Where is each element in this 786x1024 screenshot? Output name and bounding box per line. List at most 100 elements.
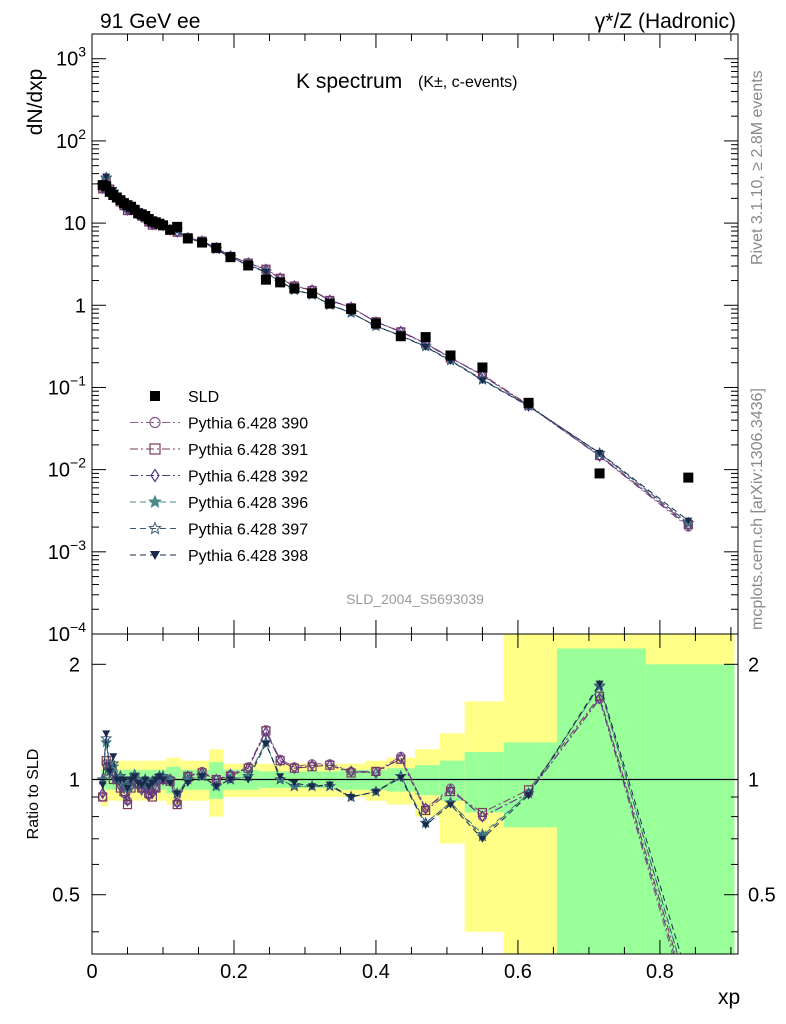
marker-diamond-open — [123, 794, 132, 807]
marker-square — [211, 242, 222, 253]
marker-triangle-down — [130, 773, 139, 781]
marker-triangle-down — [98, 781, 107, 789]
marker-triangle-down — [183, 779, 192, 787]
marker-triangle-down — [421, 343, 430, 351]
marker-square-open — [149, 443, 161, 455]
marker-square — [307, 288, 318, 299]
marker-diamond-open — [326, 759, 334, 772]
ratio-stat-band — [464, 752, 504, 813]
marker-triangle-down — [308, 783, 317, 791]
x-tick-label: 0.6 — [504, 961, 532, 983]
marker-triangle-down — [276, 773, 285, 781]
y-tick-label: 10−4 — [48, 619, 86, 646]
marker-diamond-open — [478, 810, 487, 823]
marker-triangle-down — [261, 268, 270, 276]
marker-triangle-down — [478, 835, 487, 843]
marker-star-open — [100, 732, 113, 744]
marker-triangle-down — [396, 774, 405, 782]
marker-diamond-open — [421, 802, 430, 815]
ratio-y-tick-label-right: 0.5 — [748, 885, 776, 907]
marker-triangle-down — [371, 788, 380, 796]
marker-triangle-down — [144, 783, 153, 791]
chart-subtitle: (K±, c-events) — [418, 74, 517, 91]
marker-square — [346, 304, 357, 315]
marker-circle-open — [684, 1006, 692, 1014]
y-tick-label: 103 — [56, 44, 86, 71]
marker-square — [260, 274, 271, 285]
ratio-series-line — [102, 697, 675, 954]
legend-label: Pythia 6.428 396 — [188, 495, 308, 512]
marker-square — [683, 472, 694, 483]
marker-triangle-down — [226, 776, 235, 784]
marker-star-open — [593, 679, 606, 691]
marker-triangle-down — [150, 551, 160, 560]
marker-triangle-down — [290, 779, 299, 787]
x-axis-label: xp — [718, 986, 740, 1009]
marker-star-open — [288, 779, 301, 792]
marker-triangle-down — [198, 773, 207, 781]
ratio-y-axis-label: Ratio to SLD — [25, 749, 42, 840]
marker-star — [684, 986, 694, 995]
marker-square — [324, 298, 335, 309]
marker-triangle-down — [102, 730, 111, 738]
marker-square — [182, 233, 193, 244]
chart-title: K spectrum — [296, 70, 402, 93]
analysis-label: SLD_2004_S5693039 — [346, 591, 484, 607]
marker-triangle-down — [478, 377, 487, 385]
main-x-ticks — [91, 34, 732, 634]
ratio-stat-band — [503, 742, 557, 828]
marker-square — [157, 220, 168, 231]
marker-triangle-down — [684, 517, 693, 525]
marker-triangle-down — [119, 776, 128, 784]
marker-triangle-down — [127, 776, 136, 784]
marker-star-open — [148, 521, 162, 535]
marker-square — [225, 252, 236, 263]
marker-diamond-open — [372, 766, 380, 780]
marker-triangle-down — [158, 776, 167, 784]
ratio-plot-marks — [96, 679, 694, 1014]
main-frame — [91, 33, 739, 635]
marker-diamond-open — [595, 692, 604, 705]
legend-label: Pythia 6.428 392 — [188, 469, 308, 486]
marker-diamond-open — [347, 765, 355, 778]
marker-square — [275, 277, 286, 288]
marker-triangle-down — [325, 781, 334, 789]
marker-diamond-open — [290, 762, 299, 775]
ratio-y-tick-label-right: 1 — [748, 770, 759, 792]
marker-square — [101, 181, 112, 192]
y-tick-label: 10−2 — [48, 455, 86, 482]
x-tick-label: 0.8 — [646, 961, 674, 983]
marker-square — [289, 283, 300, 294]
ratio-frame — [91, 633, 739, 955]
marker-diamond-open — [98, 787, 107, 800]
marker-square — [172, 221, 183, 232]
marker-square — [420, 332, 431, 343]
marker-square-open — [684, 993, 692, 1001]
x-tick-label: 0.2 — [220, 961, 248, 983]
marker-diamond-open — [148, 787, 157, 800]
y-tick-label: 10 — [64, 213, 86, 235]
ratio-stat-band — [556, 648, 646, 954]
ratio-series-line — [102, 698, 673, 954]
x-tick-label: 0.4 — [362, 961, 390, 983]
header-right: γ*/Z (Hadronic) — [595, 10, 736, 33]
marker-triangle-down — [109, 753, 118, 761]
marker-triangle-down — [595, 449, 604, 457]
legend-label: Pythia 6.428 398 — [188, 548, 308, 565]
marker-triangle-down — [261, 740, 270, 748]
ratio-stat-band — [645, 664, 735, 954]
marker-triangle-down — [105, 768, 114, 776]
main-y-ticks: 10−4 10−3 10−2 10−1 1 10 102 103 — [48, 33, 738, 646]
ratio-stat-band — [439, 760, 465, 801]
marker-square — [370, 318, 381, 329]
marker-square — [165, 224, 176, 235]
marker-circle-open — [149, 416, 161, 429]
legend-label: Pythia 6.428 391 — [188, 442, 308, 459]
marker-triangle-down — [684, 977, 692, 984]
y-tick-label: 10−3 — [48, 537, 86, 564]
ratio-y-tick-label-right: 2 — [748, 654, 759, 676]
marker-square — [150, 391, 160, 401]
y-tick-label: 10−1 — [48, 372, 86, 399]
marker-diamond-open — [308, 759, 316, 772]
